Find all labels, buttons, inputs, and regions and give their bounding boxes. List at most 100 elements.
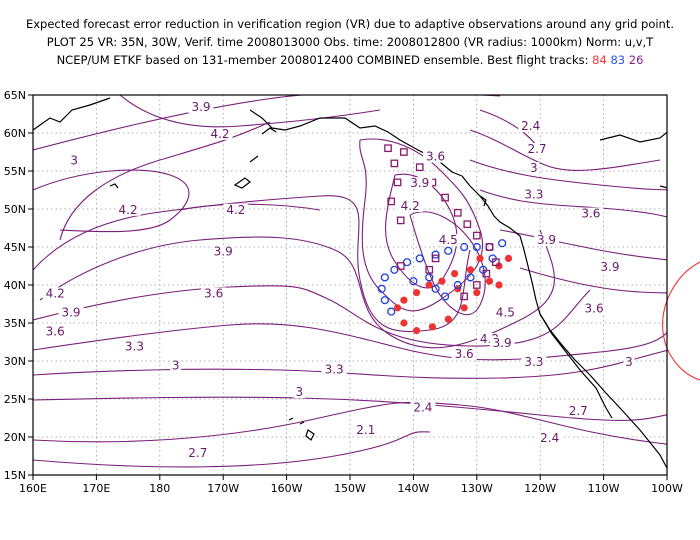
contour-label-bg: [581, 302, 607, 315]
contour-label-bg: [578, 207, 604, 220]
y-tick-label: 35N: [4, 317, 26, 330]
contour-label-bg: [534, 234, 560, 247]
y-axis: 15N 20N 25N 30N 35N 40N 45N 50N 55N 60N 65N: [4, 89, 33, 482]
track-84-marker: [485, 277, 494, 285]
contour-field: [33, 95, 667, 468]
contour-label: 4.2: [210, 127, 229, 141]
contour-line: [469, 129, 661, 171]
track-26-marker: [472, 231, 481, 240]
track-84-marker: [438, 277, 446, 285]
track-26-marker: [384, 144, 392, 153]
contour-label-bg: [115, 203, 141, 216]
contour-label-bg: [201, 287, 227, 300]
y-tick-label: 15N: [4, 469, 26, 482]
contour-label: 3: [625, 355, 633, 369]
y-tick-label: 20N: [4, 431, 26, 444]
contour-label-bg: [353, 424, 379, 437]
track-26-marker: [482, 269, 491, 278]
x-tick-label: 100W: [651, 482, 683, 495]
track-84-marker: [451, 270, 459, 278]
contour-label-bg: [492, 306, 518, 319]
contour-label-bg: [68, 154, 80, 167]
track-83-marker: [390, 265, 399, 274]
title-line-3: NCEP/UM ETKF based on 131-member 2008012…: [0, 53, 700, 67]
contour-line: [33, 349, 667, 379]
track-26-marker: [453, 208, 462, 217]
contour-label: 4.2: [226, 203, 245, 217]
y-tick-label: 50N: [4, 203, 26, 216]
coastlines: [33, 97, 667, 470]
track-84-marker: [504, 254, 513, 262]
contour-label: 4.5: [439, 233, 458, 247]
y-tick-label: 30N: [4, 355, 26, 368]
contour-label-bg: [451, 348, 477, 361]
contour-label: 3.3: [524, 188, 543, 202]
track-83-marker: [409, 277, 418, 286]
contour-label: 3: [295, 385, 303, 399]
contour-label: 3.9: [214, 245, 233, 259]
track-26-marker: [460, 292, 468, 301]
contour-label-bg: [521, 355, 547, 368]
contour-label: 3.9: [493, 336, 512, 350]
track-83-marker: [377, 284, 386, 293]
contour-label: 4.5: [496, 305, 515, 319]
track-83-marker: [466, 273, 475, 282]
contour-line: [33, 285, 591, 347]
track-83-marker: [387, 307, 396, 316]
y-tick-label: 45N: [4, 241, 26, 254]
contour-label: 3.3: [524, 355, 543, 369]
baja-coast: [539, 313, 613, 419]
x-tick-label: 130W: [461, 482, 493, 495]
contour-label: 3.6: [426, 150, 445, 164]
island-shape: [109, 183, 119, 189]
y-tick-label: 55N: [4, 165, 26, 178]
track-84-marker: [393, 304, 402, 312]
island-shape: [479, 195, 487, 207]
contour-label-bg: [565, 405, 591, 418]
track-83-marker: [380, 296, 389, 305]
contour-line: [499, 229, 667, 261]
contour-label: 3.6: [46, 324, 65, 338]
x-tick-label: 140W: [397, 482, 429, 495]
contour-label-bg: [293, 386, 305, 399]
contour-label-bg: [435, 234, 461, 247]
track-83-marker: [403, 258, 412, 267]
contour-label: 3: [530, 161, 538, 175]
contour-label-bg: [489, 336, 515, 349]
contour-line: [39, 229, 555, 349]
contour-line: [119, 95, 381, 128]
track-84-marker: [400, 319, 408, 327]
contour-label-bg: [58, 306, 84, 319]
x-tick-label: 170W: [207, 482, 239, 495]
track-84-marker: [495, 281, 503, 289]
track-26-marker: [472, 281, 481, 289]
track-26-marker: [431, 254, 440, 263]
contour-line: [33, 323, 667, 361]
hawaii-island: [299, 421, 305, 425]
track-26-marker: [425, 265, 434, 274]
contour-label-bg: [185, 447, 211, 459]
track-84-marker: [466, 266, 475, 274]
contour-label-bg: [521, 188, 547, 201]
island-shape: [249, 155, 259, 163]
contour-label: 4.2: [119, 203, 138, 217]
contour-line: [33, 169, 190, 233]
y-tick-label: 60N: [4, 127, 26, 140]
contour-label: 3.3: [125, 340, 144, 354]
x-tick-label: 110W: [588, 482, 620, 495]
track-83-marker: [472, 243, 481, 251]
contour-label: 3: [70, 153, 78, 167]
hawaii-island: [305, 429, 315, 441]
track-26-marker: [396, 216, 405, 225]
track-84-marker: [412, 327, 421, 335]
track-26-marker: [463, 220, 472, 229]
track-84-marker: [428, 323, 437, 331]
contour-label: 2.7: [527, 142, 546, 156]
title-line-1: Expected forecast error reduction in ver…: [25, 17, 675, 31]
contour-label: 3.9: [61, 305, 80, 319]
contour-label: 3.6: [585, 302, 604, 316]
contour-label: 3.3: [325, 362, 344, 376]
contour-label-bg: [623, 355, 635, 368]
contour-label: 2.4: [540, 431, 559, 445]
track-83-marker: [453, 281, 462, 289]
